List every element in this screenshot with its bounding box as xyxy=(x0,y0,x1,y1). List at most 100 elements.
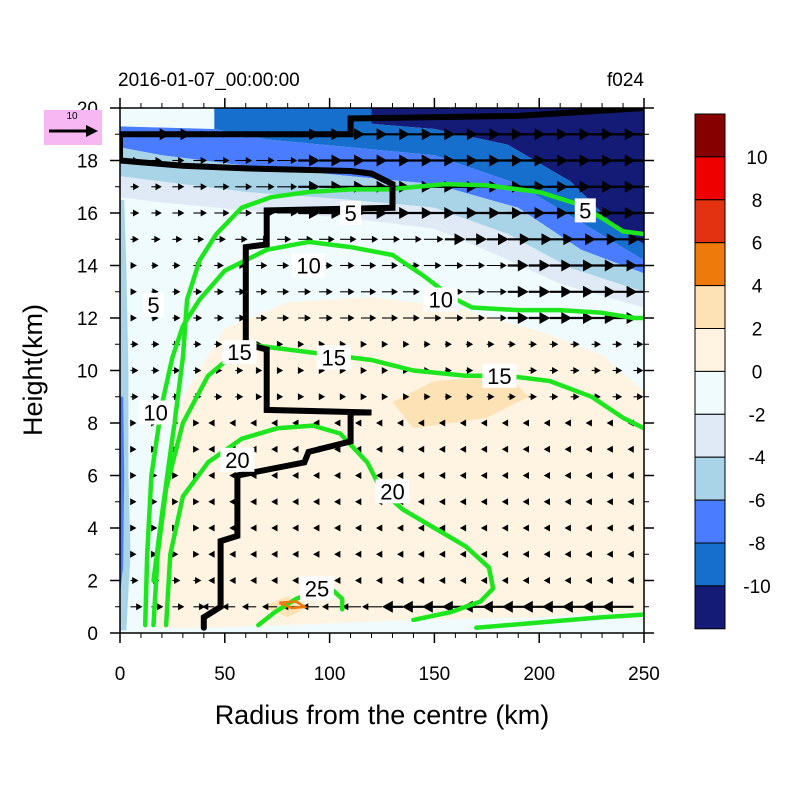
wind-vector-70 xyxy=(543,550,550,558)
wind-vector-25 xyxy=(130,577,139,584)
y-tick-6: 12 xyxy=(77,309,654,330)
wind-vector-85 xyxy=(334,524,341,532)
wind-vector-51 xyxy=(151,550,158,558)
wind-vector-121 xyxy=(564,498,571,506)
wind-vector-264 xyxy=(423,340,431,348)
wind-vector-94 xyxy=(522,524,529,532)
svg-text:10: 10 xyxy=(428,288,452,313)
wind-vector-275 xyxy=(130,314,137,322)
wind-vector-89 xyxy=(417,524,425,532)
wind-vector-267 xyxy=(486,340,495,348)
wind-vector-294 xyxy=(528,312,551,324)
wind-vector-233 xyxy=(297,367,305,374)
wind-vector-277 xyxy=(172,314,181,322)
wind-vector-427 xyxy=(172,157,185,164)
wind-vector-449 xyxy=(633,159,644,162)
wind-vector-214 xyxy=(423,393,431,401)
wind-vector-0 xyxy=(130,603,143,611)
wind-vector-87 xyxy=(376,524,383,532)
wind-vector-32 xyxy=(271,577,278,584)
svg-text:10: 10 xyxy=(143,401,167,426)
wind-vector-197 xyxy=(585,419,592,427)
wind-vector-337 xyxy=(382,262,398,269)
wind-vector-254 xyxy=(214,340,223,348)
contour-label-0: 5 xyxy=(340,201,362,226)
x-tick-label: 50 xyxy=(214,664,235,685)
colorbar-label-4: 2 xyxy=(752,320,763,341)
wind-vector-137 xyxy=(376,472,383,479)
wind-vector-179 xyxy=(208,419,215,427)
wind-vector-111 xyxy=(355,498,362,506)
wind-vector-428 xyxy=(193,157,207,164)
wind-vector-474 xyxy=(633,133,644,136)
wind-vector-73 xyxy=(606,550,613,558)
wind-vector-372 xyxy=(591,233,618,246)
contour-label-1: 5 xyxy=(574,198,596,223)
wind-vector-39 xyxy=(417,577,425,584)
wind-vector-119 xyxy=(522,498,529,506)
wind-vector-61 xyxy=(355,550,362,558)
wind-vector-245 xyxy=(549,367,559,374)
wind-vector-161 xyxy=(355,445,362,453)
contour-label-8: 15 xyxy=(482,363,517,389)
wind-vector-188 xyxy=(397,419,404,427)
wind-vector-14 xyxy=(402,600,424,613)
wind-vector-430 xyxy=(235,157,253,164)
title-right: f024 xyxy=(607,70,644,91)
wind-vector-269 xyxy=(528,340,537,348)
shading-region-9 xyxy=(120,396,125,594)
wind-vector-282 xyxy=(277,314,290,322)
wind-vector-304 xyxy=(214,288,224,296)
colorbar-label-5: 0 xyxy=(752,362,763,383)
shading-region-4 xyxy=(120,176,644,308)
wind-vector-349 xyxy=(633,264,644,267)
wind-vector-217 xyxy=(486,393,495,401)
wind-vector-307 xyxy=(277,288,290,296)
wind-vector-148 xyxy=(606,472,613,479)
wind-vector-88 xyxy=(397,524,404,532)
wind-vector-75 xyxy=(130,524,137,532)
wind-vector-47 xyxy=(585,577,592,584)
y-tick-9: 18 xyxy=(77,152,654,173)
wind-vector-160 xyxy=(334,445,341,453)
wind-vector-215 xyxy=(444,393,452,401)
wind-vector-342 xyxy=(486,262,507,269)
wind-vector-28 xyxy=(193,577,202,584)
colorbar-label-9: -8 xyxy=(749,534,766,555)
wind-vector-52 xyxy=(172,550,179,558)
y-tick-label: 12 xyxy=(77,309,98,330)
wind-vector-10 xyxy=(322,603,341,611)
wind-vector-432 xyxy=(277,157,298,164)
wind-vector-40 xyxy=(438,577,446,584)
wind-vector-76 xyxy=(151,524,158,532)
svg-text:15: 15 xyxy=(322,345,346,370)
wind-vector-355 xyxy=(235,235,248,243)
wind-vector-104 xyxy=(208,498,215,506)
wind-vector-402 xyxy=(172,183,185,191)
wind-vector-58 xyxy=(292,550,299,558)
wind-vector-95 xyxy=(543,524,550,532)
wind-vector-231 xyxy=(255,367,263,374)
wind-vector-407 xyxy=(277,183,298,191)
wind-vector-237 xyxy=(381,367,389,374)
wind-vector-218 xyxy=(507,393,516,401)
wind-vector-324 xyxy=(633,290,644,293)
colorbar-box-1 xyxy=(694,156,726,201)
wind-vector-114 xyxy=(417,498,425,506)
wind-vector-403 xyxy=(193,183,207,191)
wind-vector-321 xyxy=(570,285,594,298)
reference-vector-box xyxy=(44,110,102,145)
wind-vector-210 xyxy=(339,393,347,401)
wind-vector-244 xyxy=(528,367,537,374)
wind-vector-316 xyxy=(465,288,485,296)
wind-vector-175 xyxy=(130,419,137,427)
wind-vector-157 xyxy=(271,445,278,453)
wind-vector-72 xyxy=(585,550,592,558)
wind-vector-332 xyxy=(277,262,290,269)
wind-vector-247 xyxy=(591,367,601,374)
wind-vector-30 xyxy=(229,577,236,584)
wind-vector-178 xyxy=(193,419,200,427)
wind-vector-323 xyxy=(612,285,638,298)
wind-vector-31 xyxy=(250,577,257,584)
